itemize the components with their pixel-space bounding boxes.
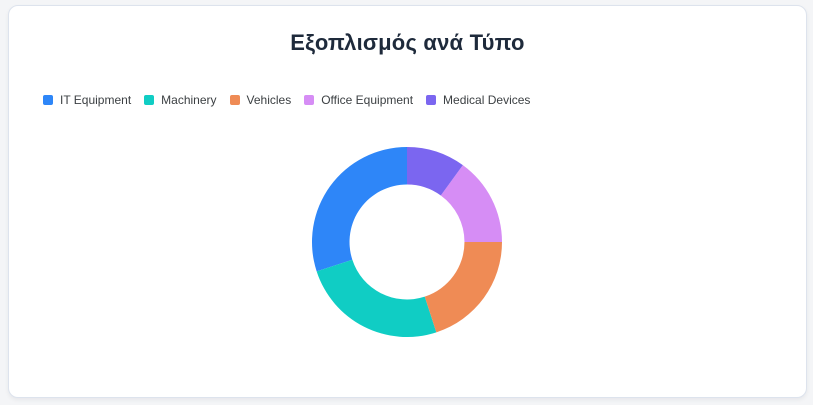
legend-item-medical-devices[interactable]: Medical Devices	[426, 93, 530, 107]
chart-title: Εξοπλισμός ανά Τύπο	[290, 30, 525, 55]
legend-label: Vehicles	[246, 93, 292, 107]
donut-segment-vehicles[interactable]	[424, 242, 502, 333]
legend-label: Office Equipment	[321, 93, 414, 107]
legend-marker-icon	[43, 95, 53, 105]
legend-item-machinery[interactable]: Machinery	[144, 93, 217, 107]
donut-svg	[311, 147, 502, 337]
legend-item-vehicles[interactable]: Vehicles	[229, 93, 292, 107]
legend-label: IT Equipment	[60, 93, 132, 107]
legend-marker-icon	[304, 95, 315, 105]
chart-card: Εξοπλισμός ανά Τύπο IT Equipment Machiner…	[8, 5, 807, 398]
donut-segment-it-equipment[interactable]	[311, 147, 407, 272]
chart-legend: IT Equipment Machinery Vehicles Office Equi…	[43, 93, 530, 107]
donut-chart	[311, 147, 502, 337]
legend-label: Medical Devices	[443, 93, 531, 107]
legend-label: Machinery	[161, 93, 217, 107]
legend-item-it-equipment[interactable]: IT Equipment	[43, 93, 131, 107]
donut-segment-machinery[interactable]	[316, 259, 436, 337]
legend-item-office-equipment[interactable]: Office Equipment	[304, 93, 413, 107]
legend-marker-icon	[229, 95, 240, 105]
legend-marker-icon	[144, 95, 155, 105]
legend-marker-icon	[426, 95, 437, 105]
donut-segment-office-equipment[interactable]	[440, 165, 502, 242]
donut-segment-medical-devices[interactable]	[406, 147, 463, 196]
